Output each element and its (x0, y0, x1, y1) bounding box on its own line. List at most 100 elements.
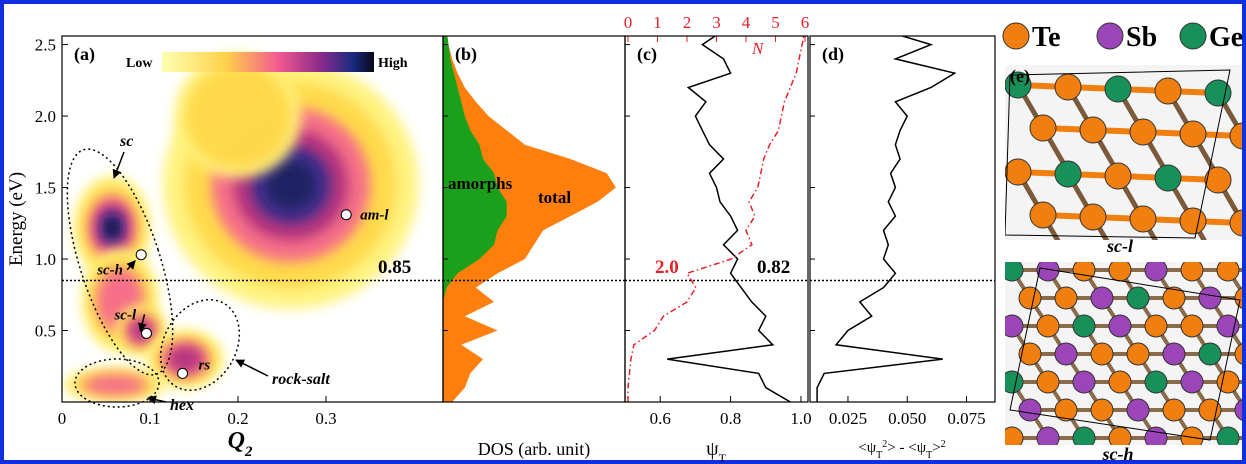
atom (1091, 343, 1113, 365)
atom (1001, 259, 1023, 281)
panel-label: (a) (74, 44, 95, 65)
x-axis-label: <ψT2> - <ψT>2 (858, 439, 945, 461)
point-label: sc-l (113, 307, 136, 323)
atom (1080, 117, 1106, 143)
annotation-arrow (114, 152, 124, 178)
label-part: T (876, 450, 882, 461)
atom (1145, 371, 1167, 393)
point-label: sc-h (96, 263, 123, 279)
region-label: rock-salt (272, 371, 330, 388)
atom (1055, 74, 1081, 100)
atom (1127, 287, 1149, 309)
x2-tick-label: 6 (801, 13, 810, 32)
x-tick-label: 0.6 (650, 409, 671, 428)
atom (1130, 119, 1156, 145)
legend-label: Ge (1209, 22, 1243, 53)
annotation-arrow (236, 360, 268, 376)
x-axis-label: DOS (arb. unit) (478, 439, 590, 460)
axes-frame (625, 36, 808, 402)
label-part: > (932, 440, 940, 456)
atom (1001, 371, 1023, 393)
point-label: am-l (360, 208, 389, 224)
series-label: total (538, 188, 571, 207)
x-tick-label: 0.3 (315, 409, 336, 428)
x-axis-label: Q2 (228, 428, 253, 460)
x-tick-label: 1.0 (790, 409, 811, 428)
x-tick-label: 0 (58, 409, 67, 428)
atom (1037, 259, 1059, 281)
atom (1145, 259, 1167, 281)
atom (1001, 315, 1023, 337)
colorbar (162, 52, 374, 72)
hline-label: 0.85 (378, 257, 411, 278)
density-peak (168, 346, 202, 372)
line (817, 30, 955, 402)
atom (1073, 371, 1095, 393)
atom (1217, 259, 1239, 281)
density-peak (266, 161, 315, 209)
atom (1163, 399, 1185, 421)
point (341, 210, 351, 220)
panel-label: (d) (822, 44, 844, 65)
label-main: ψ (706, 438, 719, 460)
atom (1155, 78, 1181, 104)
label-part: 2 (941, 439, 946, 450)
legend-label: Te (1032, 22, 1061, 53)
density-peak (108, 223, 115, 233)
x-tick-label: 0.050 (888, 409, 926, 428)
atom (1001, 427, 1023, 449)
x2-tick-label: 3 (712, 13, 721, 32)
atom (1145, 315, 1167, 337)
figure: scrock-salthexsc-hsc-lrsam-lLowHigh0.85Q… (0, 0, 1246, 464)
x-tick-label: 0.025 (829, 409, 867, 428)
atom (1091, 399, 1113, 421)
line-layer (628, 30, 805, 402)
point-label: rs (199, 357, 211, 373)
panel-label: (b) (455, 44, 477, 65)
label-sub: 2 (244, 444, 253, 460)
annotation: 2.0 (655, 257, 679, 278)
region-label: sc (119, 133, 133, 150)
atom (1127, 399, 1149, 421)
legend-swatch (1097, 23, 1123, 49)
axes-frame (810, 36, 995, 402)
atom (1091, 287, 1113, 309)
panel-label: (c) (637, 44, 657, 65)
x-tick-label: 0.8 (720, 409, 741, 428)
density-peak (83, 375, 146, 396)
atom (1005, 159, 1031, 185)
atom (1127, 343, 1149, 365)
colorbar-label: Low (126, 56, 153, 71)
label-part: > - <ψ (887, 440, 926, 456)
legend-label: Sb (1126, 22, 1157, 53)
colorbar-label: High (378, 56, 408, 71)
point (178, 368, 188, 378)
atom (1105, 163, 1131, 189)
atom (1019, 287, 1041, 309)
atom (1199, 343, 1221, 365)
image-label: sc-h (1102, 444, 1134, 464)
area-layer (443, 30, 616, 402)
atom (1019, 399, 1041, 421)
atom (1037, 371, 1059, 393)
line-layer (817, 30, 955, 402)
atom (1055, 287, 1077, 309)
atom (1181, 259, 1203, 281)
x2-tick-label: 1 (653, 13, 662, 32)
x2-tick-label: 2 (683, 13, 692, 32)
x2-tick-label: 0 (624, 13, 633, 32)
x2-tick-label: 4 (742, 13, 751, 32)
x-tick-label: 0.1 (139, 409, 160, 428)
atom (1037, 315, 1059, 337)
legend-swatch (1003, 23, 1029, 49)
atom (1030, 202, 1056, 228)
atom (1181, 315, 1203, 337)
atom (1109, 371, 1131, 393)
density-peak (185, 65, 291, 168)
atom (1073, 315, 1095, 337)
series-label: amorphs (448, 174, 513, 193)
atom (1180, 121, 1206, 147)
atom (1163, 343, 1185, 365)
y-tick-label: 1.0 (35, 250, 56, 269)
structure-sc-h (1001, 259, 1246, 464)
